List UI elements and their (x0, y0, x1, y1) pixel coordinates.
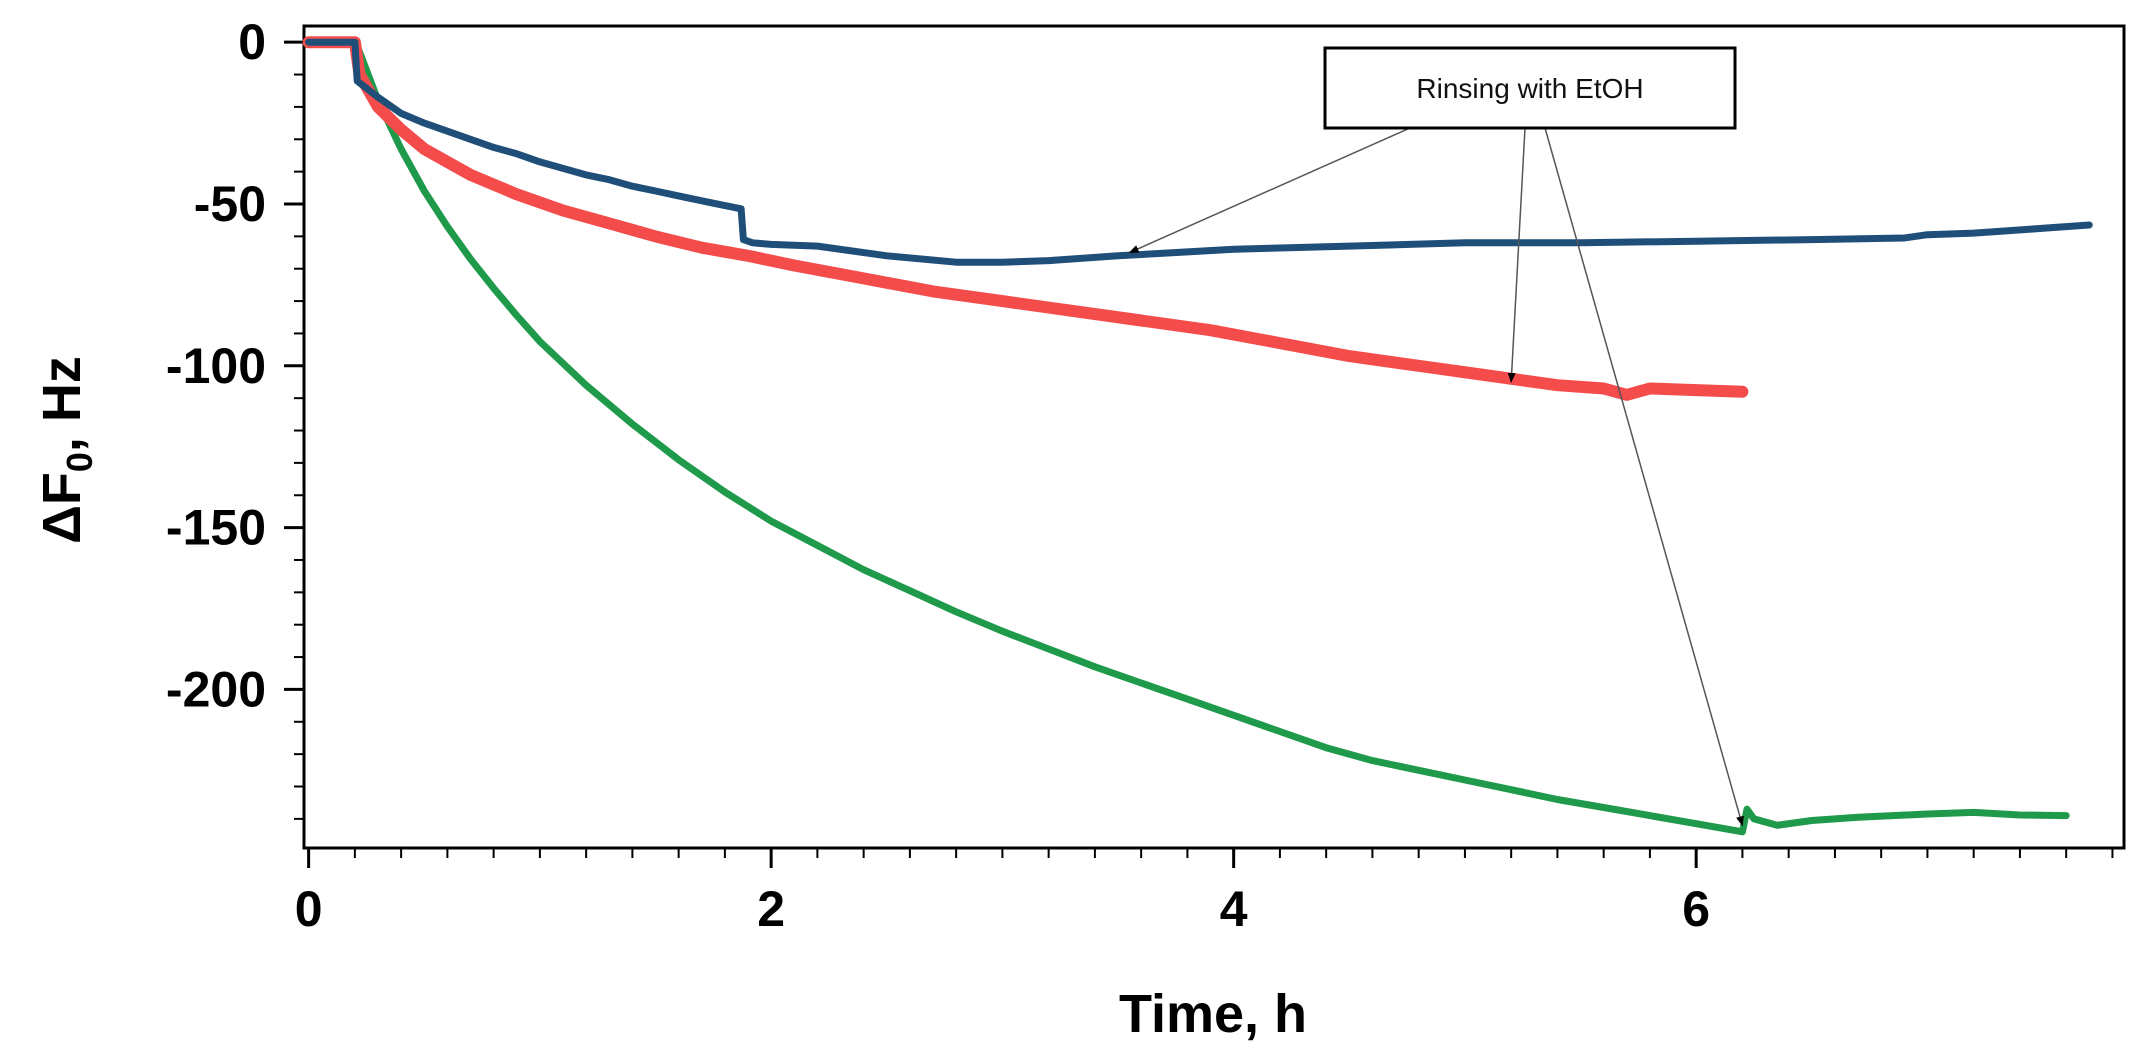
x-tick-labels: 0 2 4 6 (295, 881, 1710, 937)
x-tick-label: 2 (757, 881, 785, 937)
minor-ticks (294, 41, 2114, 858)
annotation-arrows (1128, 127, 1744, 827)
y-axis-title-main: ΔF (32, 472, 92, 544)
annotation-box-frame (1323, 46, 1737, 130)
series-line-green (305, 38, 2070, 836)
y-tick-labels: 0 -50 -100 -150 -200 (166, 14, 266, 717)
major-ticks (284, 40, 1698, 868)
series-line-dark-blue (305, 38, 2093, 266)
annotation-arrow (1128, 127, 1411, 254)
y-tick-label: -200 (166, 661, 266, 717)
plot-frame (302, 24, 2126, 850)
series-lines (302, 36, 2093, 836)
y-axis-title: ΔF0, Hz (32, 356, 100, 544)
x-tick-label: 4 (1220, 881, 1248, 937)
x-tick-label: 0 (295, 881, 323, 937)
y-axis-title-subscript: 0 (59, 452, 100, 472)
y-axis-title-rest: , Hz (32, 356, 92, 452)
annotation-arrow (1507, 127, 1526, 383)
y-tick-label: -50 (194, 176, 266, 232)
annotation-box: Rinsing with EtOH (1323, 46, 1737, 130)
annotation-text: Rinsing with EtOH (1416, 73, 1643, 104)
x-axis-title: Time, h (1119, 984, 1307, 1044)
y-tick-label: -150 (166, 500, 266, 556)
series-line-red (302, 36, 1749, 401)
y-tick-label: 0 (238, 14, 266, 70)
x-tick-label: 6 (1682, 881, 1710, 937)
annotation-arrow (1544, 127, 1744, 827)
y-tick-label: -100 (166, 338, 266, 394)
